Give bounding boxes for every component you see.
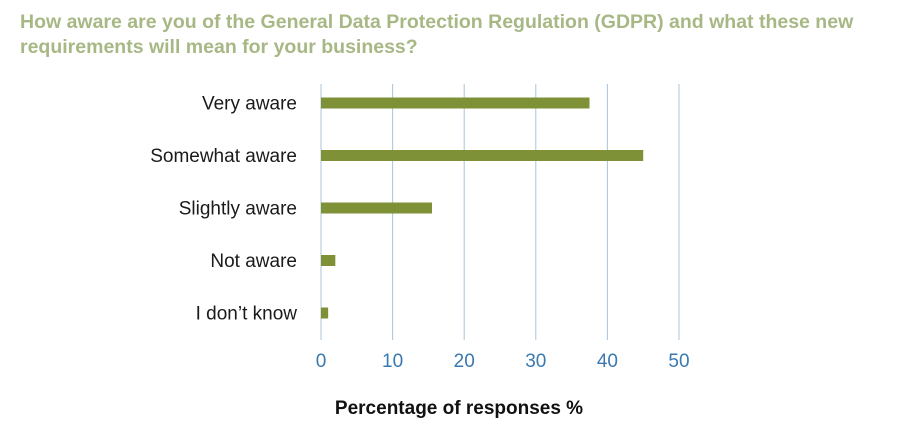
chart-title: How aware are you of the General Data Pr… — [20, 11, 854, 58]
bar-4 — [321, 307, 329, 319]
bar-0 — [321, 97, 590, 109]
x-tick-label-5: 50 — [668, 351, 689, 372]
x-tick-label-0: 0 — [316, 351, 327, 372]
category-labels: Very aware Somewhat aware Slightly aware No… — [150, 94, 297, 325]
category-label-0: Very aware — [202, 94, 297, 115]
x-tick-label-3: 30 — [525, 351, 546, 372]
bar-2 — [321, 202, 432, 214]
category-label-3: Not aware — [210, 251, 297, 272]
x-tick-label-2: 20 — [454, 351, 475, 372]
bars — [321, 97, 644, 319]
x-tick-labels: 0 10 20 30 40 50 — [316, 351, 690, 372]
bar-3 — [321, 255, 336, 266]
bar-1 — [321, 150, 644, 161]
x-tick-label-4: 40 — [597, 351, 618, 372]
x-axis-title: Percentage of responses % — [335, 398, 583, 419]
category-label-2: Slightly aware — [179, 199, 297, 220]
category-label-1: Somewhat aware — [150, 146, 297, 167]
category-label-4: I don’t know — [196, 304, 298, 325]
x-tick-label-1: 10 — [382, 351, 403, 372]
